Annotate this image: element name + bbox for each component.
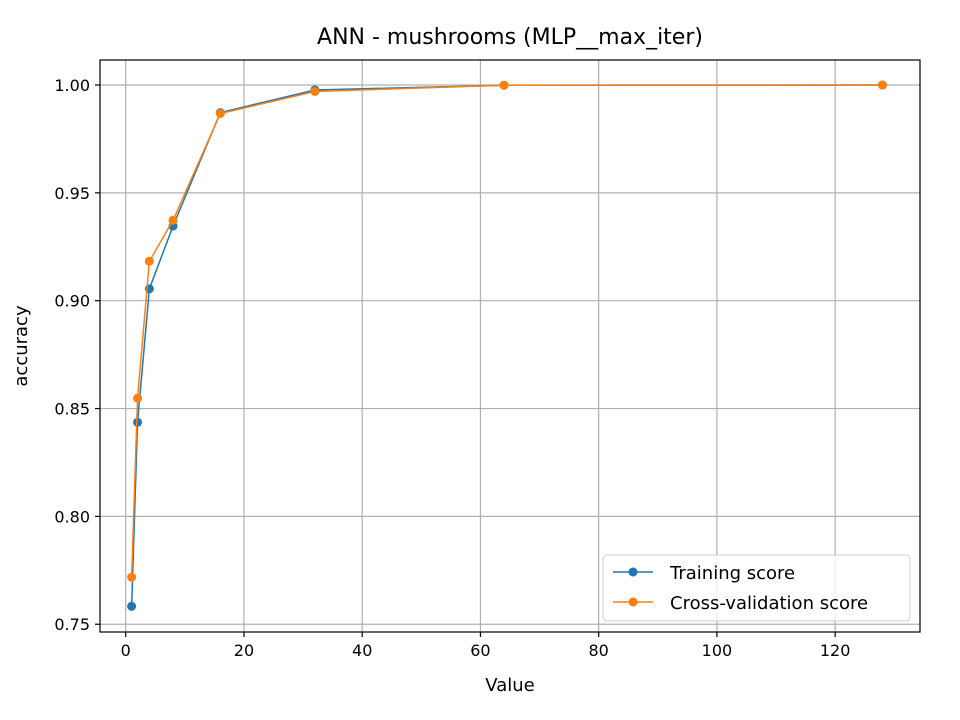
y-tick-label: 0.85 [54, 400, 90, 419]
y-axis-ticks: 0.75 0.80 0.85 0.90 0.95 1.00 [54, 76, 100, 634]
x-tick-label: 20 [234, 641, 254, 660]
x-tick-label: 40 [352, 641, 372, 660]
series-layer [127, 80, 887, 611]
data-point [215, 108, 225, 118]
series-1 [127, 80, 887, 582]
legend-marker-training [628, 567, 638, 577]
series-0 [127, 80, 887, 611]
legend-box [602, 554, 911, 622]
x-tick-label: 80 [589, 641, 609, 660]
data-point [144, 256, 154, 266]
x-tick-label: 0 [121, 641, 131, 660]
x-tick-label: 60 [470, 641, 490, 660]
legend-label-cv: Cross-validation score [670, 593, 868, 614]
data-point [168, 215, 178, 225]
y-tick-label: 0.90 [54, 292, 90, 311]
plot-area-frame [99, 59, 921, 633]
y-tick-label: 0.80 [54, 507, 90, 526]
data-point [499, 80, 509, 90]
y-tick-label: 0.75 [54, 615, 90, 634]
x-tick-label: 100 [702, 641, 733, 660]
y-axis-label: accuracy [11, 305, 32, 387]
data-point [133, 417, 143, 427]
x-tick-label: 120 [820, 641, 851, 660]
data-point [127, 601, 137, 611]
data-point [877, 80, 887, 90]
chart-title: ANN - mushrooms (MLP__max_iter) [317, 25, 703, 50]
legend-marker-cv [628, 597, 638, 607]
y-tick-label: 1.00 [54, 76, 90, 95]
y-tick-label: 0.95 [54, 184, 90, 203]
data-point [310, 86, 320, 96]
legend-label-training: Training score [669, 563, 795, 584]
x-axis-label: Value [485, 675, 534, 696]
x-axis-ticks: 0 20 40 60 80 100 120 [121, 632, 851, 660]
series-line [130, 84, 883, 578]
legend: Training score Cross-validation score [602, 554, 911, 622]
data-point [127, 572, 137, 582]
grid [100, 60, 920, 632]
data-point [133, 393, 143, 403]
